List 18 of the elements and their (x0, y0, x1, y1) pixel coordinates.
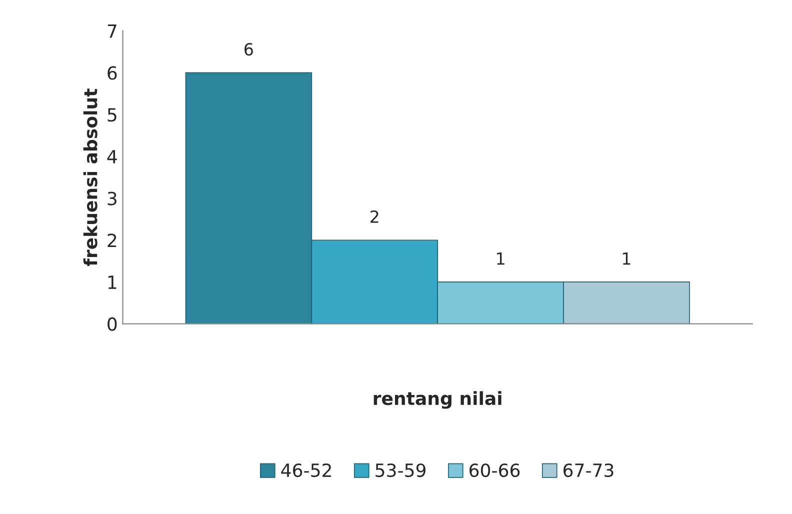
legend-label: 46-52 (281, 463, 331, 478)
y-tick-label: 7 (108, 24, 116, 38)
y-tick-label: 2 (108, 234, 116, 247)
x-axis-title: rentang nilai (374, 391, 502, 409)
data-label: 1 (497, 252, 504, 265)
data-label: 1 (623, 252, 630, 265)
y-tick-label: 3 (108, 192, 116, 206)
y-tick-label: 1 (108, 276, 116, 289)
legend-label: 60-66 (470, 463, 520, 478)
y-axis-title: frekuensi absolut (83, 88, 98, 266)
legend-label: 53-59 (376, 463, 426, 478)
y-tick-label: 0 (108, 317, 117, 331)
y-tick-label: 6 (108, 66, 117, 80)
y-tick-label: 5 (108, 108, 116, 122)
legend-label: 67-73 (564, 463, 614, 478)
data-label: 6 (244, 42, 253, 56)
y-tick-label: 4 (107, 150, 117, 164)
data-label: 2 (370, 210, 378, 223)
